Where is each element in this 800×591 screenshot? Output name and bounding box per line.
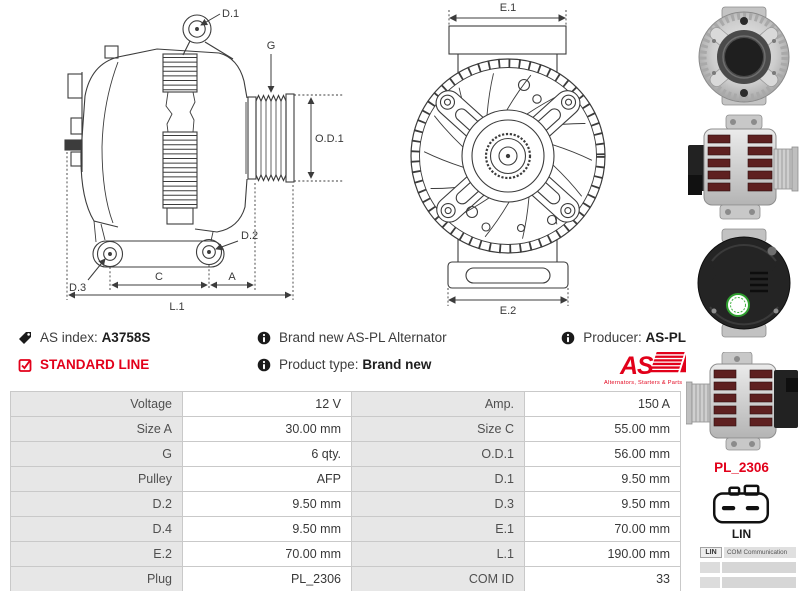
spec-label: Plug <box>10 566 183 591</box>
producer-row: Producer: AS-PL <box>561 330 686 345</box>
standard-line-row: STANDARD LINE <box>18 357 149 372</box>
plug-code-label: PL_2306 <box>714 460 769 475</box>
spec-label: D.4 <box>10 516 183 542</box>
spec-value: 55.00 mm <box>524 416 681 442</box>
spec-value: 12 V <box>182 391 352 417</box>
checkbox-checked-icon <box>18 358 32 372</box>
spec-label: D.3 <box>351 491 525 517</box>
spec-value: PL_2306 <box>182 566 352 591</box>
logo-tagline: Alternators, Starters & Parts <box>604 380 682 386</box>
spec-label: Size A <box>10 416 183 442</box>
spec-value: 9.50 mm <box>182 516 352 542</box>
spec-value: 6 qty. <box>182 441 352 467</box>
spec-value: 70.00 mm <box>182 541 352 567</box>
spec-value: 9.50 mm <box>182 491 352 517</box>
as-index-label: AS index: <box>40 330 98 345</box>
dim-label-l1: L.1 <box>169 301 184 313</box>
spec-label: D.1 <box>351 466 525 492</box>
product-type-row: Product type: Brand new <box>257 357 431 372</box>
brand-new-text: Brand new AS-PL Alternator <box>279 330 447 345</box>
com-row <box>700 577 796 588</box>
spec-value: 190.00 mm <box>524 541 681 567</box>
info-icon <box>561 331 575 344</box>
dim-label-a: A <box>228 271 236 283</box>
side-view-technical-drawing: D.1 G O.D.1 D.2 D.3 C A L.1 <box>64 8 344 313</box>
info-icon <box>257 331 271 344</box>
dim-label-e1: E.1 <box>500 2 517 14</box>
table-row: Voltage 12 V Amp. 150 A <box>10 391 681 417</box>
com-communication-table: LIN COM Communication <box>700 547 796 591</box>
spec-value: 150 A <box>524 391 681 417</box>
standard-line-label: STANDARD LINE <box>40 357 150 372</box>
spec-table: Voltage 12 V Amp. 150 A Size A 30.00 mm … <box>10 391 681 591</box>
com-row: LIN COM Communication <box>700 547 796 558</box>
tag-icon <box>19 331 31 344</box>
spec-label: E.2 <box>10 541 183 567</box>
as-pl-logo: AS Alternators, Starters & Parts <box>604 351 686 386</box>
spec-label: G <box>10 441 183 467</box>
com-key: LIN <box>700 547 722 558</box>
spec-label: COM ID <box>351 566 525 591</box>
com-row <box>700 562 796 573</box>
as-index-value: A3758S <box>101 330 151 345</box>
producer-label: Producer: <box>583 330 642 345</box>
table-row: D.4 9.50 mm E.1 70.00 mm <box>10 516 681 542</box>
logo-text: AS <box>619 352 654 380</box>
spec-value: AFP <box>182 466 352 492</box>
spec-label: Voltage <box>10 391 183 417</box>
alternator-side-view-pulley-left-photo[interactable] <box>686 352 800 452</box>
spec-label: E.1 <box>351 516 525 542</box>
spec-value: 70.00 mm <box>524 516 681 542</box>
table-row: Pulley AFP D.1 9.50 mm <box>10 466 681 492</box>
dim-label-c: C <box>155 271 163 283</box>
spec-label: L.1 <box>351 541 525 567</box>
producer-value: AS-PL <box>645 330 687 345</box>
plug-family-label: LIN <box>731 527 752 541</box>
spec-value: 9.50 mm <box>524 466 681 492</box>
spec-label: O.D.1 <box>351 441 525 467</box>
dim-label-e2: E.2 <box>500 305 517 317</box>
com-value: COM Communication <box>724 547 796 558</box>
dim-label-g: G <box>267 40 276 52</box>
spec-label: Pulley <box>10 466 183 492</box>
as-index-row: AS index: A3758S <box>18 330 150 345</box>
alternator-front-view-photo[interactable] <box>692 5 796 107</box>
product-type-value: Brand new <box>362 357 432 372</box>
spec-value: 33 <box>524 566 681 591</box>
spec-label: Size C <box>351 416 525 442</box>
spec-value: 56.00 mm <box>524 441 681 467</box>
dim-label-od1: O.D.1 <box>315 133 344 145</box>
alternator-rear-view-photo[interactable] <box>688 227 800 339</box>
dim-label-d1: D.1 <box>222 8 239 20</box>
spec-value: 9.50 mm <box>524 491 681 517</box>
table-row: D.2 9.50 mm D.3 9.50 mm <box>10 491 681 517</box>
product-photo-sidebar: PL_2306 LIN LIN COM Communication <box>683 0 800 591</box>
product-type-label: Product type: <box>279 357 359 372</box>
table-row: Plug PL_2306 COM ID 33 <box>10 566 681 591</box>
dim-label-d3: D.3 <box>69 282 86 294</box>
info-icon <box>257 358 271 371</box>
table-row: Size A 30.00 mm Size C 55.00 mm <box>10 416 681 442</box>
dim-label-d2: D.2 <box>241 230 258 242</box>
brand-new-row: Brand new AS-PL Alternator <box>257 330 447 345</box>
table-row: G 6 qty. O.D.1 56.00 mm <box>10 441 681 467</box>
spec-label: D.2 <box>10 491 183 517</box>
spec-label: Amp. <box>351 391 525 417</box>
alternator-side-view-pulley-right-photo[interactable] <box>686 113 800 223</box>
spec-value: 30.00 mm <box>182 416 352 442</box>
table-row: E.2 70.00 mm L.1 190.00 mm <box>10 541 681 567</box>
front-view-technical-drawing: E.1 E.2 <box>410 2 606 317</box>
plug-connector-icon <box>712 484 770 524</box>
